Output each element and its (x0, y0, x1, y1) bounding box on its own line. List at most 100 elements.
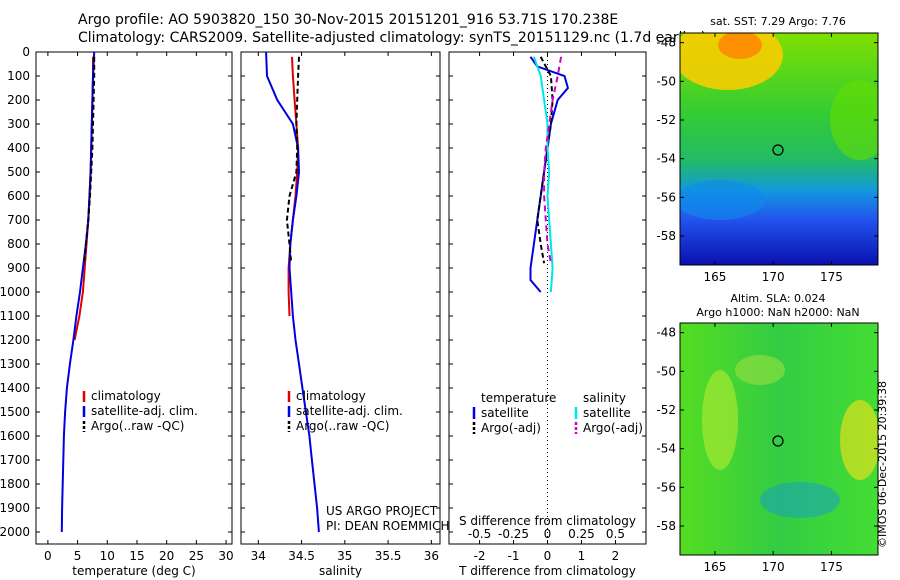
y-tick-label: 1400 (0, 381, 30, 395)
series-line (60, 51, 96, 533)
y-tick-label: 400 (7, 141, 30, 155)
panel-frame (35, 51, 233, 545)
legend-label: satellite-adj. clim. (296, 404, 403, 418)
map-x-tick-label: 175 (820, 270, 843, 284)
sst-blue-patch (680, 180, 765, 220)
x-tick-label: 34 (251, 549, 266, 563)
legend-title-salinity: salinity (583, 391, 626, 405)
y-tick-label: 0 (22, 45, 30, 59)
profile-panel-0: 0 5 10 15 20 25 30 temperature (deg C) 0 100 200 30… (0, 45, 234, 578)
y-tick-label: 1700 (0, 453, 30, 467)
map-x-tick-label: 165 (703, 560, 726, 574)
imos-watermark: ©IMOS 06-Dec-2015 20:39:38 (876, 381, 889, 548)
secondary-x-tick-label: -0.5 (468, 527, 491, 541)
series-line (532, 56, 554, 293)
sst-map-frame (679, 32, 879, 266)
sla-light-patch-2 (735, 355, 785, 385)
profile-panel-1: 34 34.5 35 35.5 36 salinity climatologysatelli… (240, 51, 441, 578)
sla-blue-patch (760, 482, 840, 518)
x-tick-label: 1 (578, 549, 586, 563)
x-tick-label: 30 (218, 549, 233, 563)
x-tick-label: 2 (612, 549, 620, 563)
x-tick-label: 0 (44, 549, 52, 563)
y-tick-label: 1800 (0, 477, 30, 491)
legend-label: satellite (583, 406, 631, 420)
y-tick-label: 300 (7, 117, 30, 131)
secondary-x-tick-label: 0.25 (568, 527, 595, 541)
y-tick-label: 1200 (0, 333, 30, 347)
sla-map-title-line1: Altim. SLA: 0.024 (730, 292, 825, 305)
x-axis-label: temperature (deg C) (72, 564, 195, 578)
legend-label: satellite (481, 406, 529, 420)
series-line (265, 51, 320, 533)
secondary-x-axis-label: S difference from climatology (459, 514, 636, 528)
sst-argo-marker (772, 144, 784, 156)
series-line (543, 56, 563, 264)
x-tick-label: 34.5 (288, 549, 315, 563)
map-y-tick-label: -50 (656, 74, 676, 88)
y-tick-label: 800 (7, 237, 30, 251)
sla-argo-marker (772, 435, 784, 447)
x-axis-label: salinity (319, 564, 362, 578)
sst-map: sat. SST: 7.29 Argo: 7.76 165 170 175 -48 -5… (656, 15, 879, 284)
series-line (285, 56, 300, 264)
x-tick-label: 35.5 (375, 549, 402, 563)
sla-map: Altim. SLA: 0.024 Argo h1000: NaN h2000:… (656, 292, 879, 574)
map-x-tick-label: 170 (762, 270, 785, 284)
y-tick-label: 1600 (0, 429, 30, 443)
map-y-tick-label: -54 (656, 442, 676, 456)
secondary-x-tick-label: 0 (544, 527, 552, 541)
map-x-tick-label: 165 (703, 270, 726, 284)
map-y-tick-label: -54 (656, 152, 676, 166)
map-y-tick-label: -58 (656, 519, 676, 533)
credit-project: US ARGO PROJECT (326, 504, 438, 518)
secondary-x-tick-label: -0.25 (498, 527, 529, 541)
y-tick-label: 1900 (0, 501, 30, 515)
map-y-tick-label: -56 (656, 190, 676, 204)
map-y-tick-label: -48 (656, 326, 676, 340)
legend-label: climatology (296, 389, 366, 403)
figure-title-line2: Climatology: CARS2009. Satellite-adjuste… (78, 30, 707, 46)
x-tick-label: 5 (74, 549, 82, 563)
credit-pi: PI: DEAN ROEMMICH (326, 519, 450, 533)
sla-light-patch (702, 370, 738, 470)
legend-label: Argo(-adj) (583, 421, 643, 435)
y-tick-label: 1100 (0, 309, 30, 323)
profile-panel-2: -2 -1 0 1 2T difference from climatology -0.5… (448, 51, 647, 578)
sst-map-title: sat. SST: 7.29 Argo: 7.76 (710, 15, 846, 28)
y-tick-label: 1000 (0, 285, 30, 299)
y-tick-label: 1500 (0, 405, 30, 419)
x-tick-label: -1 (508, 549, 520, 563)
y-tick-label: 100 (7, 69, 30, 83)
y-tick-label: 200 (7, 93, 30, 107)
legend-label: Argo(-adj) (481, 421, 541, 435)
y-tick-label: 2000 (0, 525, 30, 539)
x-axis-label: T difference from climatology (458, 564, 636, 578)
figure-title-line1: Argo profile: AO 5903820_150 30-Nov-2015… (78, 12, 619, 28)
sla-yellow-patch (840, 400, 878, 480)
y-tick-label: 600 (7, 189, 30, 203)
legend-label: climatology (91, 389, 161, 403)
legend-label: Argo(..raw -QC) (91, 419, 184, 433)
x-tick-label: 25 (189, 549, 204, 563)
x-tick-label: 36 (424, 549, 439, 563)
legend-label: Argo(..raw -QC) (296, 419, 389, 433)
x-tick-label: -2 (474, 549, 486, 563)
map-y-tick-label: -52 (656, 113, 676, 127)
sla-map-frame (679, 322, 879, 556)
sst-map-ticks: 165 170 175 -48 -50 -52 -54 -56 -58 (656, 33, 878, 284)
map-y-tick-label: -56 (656, 480, 676, 494)
x-tick-label: 20 (159, 549, 174, 563)
map-y-tick-label: -48 (656, 36, 676, 50)
sst-hot-patch (718, 33, 762, 59)
map-y-tick-label: -58 (656, 229, 676, 243)
map-x-tick-label: 170 (762, 560, 785, 574)
y-tick-label: 900 (7, 261, 30, 275)
sla-map-ticks: 165 170 175 -48 -50 -52 -54 -56 -58 (656, 323, 878, 574)
sla-map-title-line2: Argo h1000: NaN h2000: NaN (696, 306, 859, 319)
map-x-tick-label: 175 (820, 560, 843, 574)
y-tick-label: 500 (7, 165, 30, 179)
sst-green-patch (830, 80, 878, 160)
